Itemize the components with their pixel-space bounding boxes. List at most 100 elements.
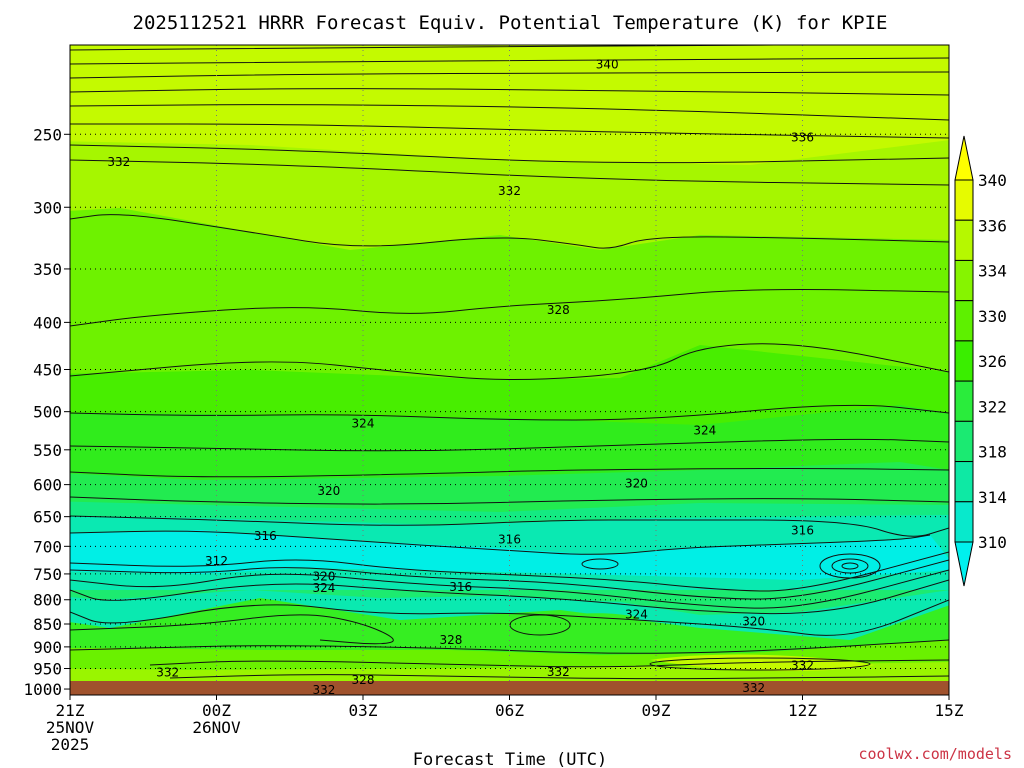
contour-band-10 — [70, 590, 949, 615]
x-axis-label: Forecast Time (UTC) — [413, 750, 607, 768]
y-tick-label-500: 500 — [33, 403, 62, 422]
contour-label-8: 320 — [317, 484, 340, 498]
contour-label-text-3: 332 — [498, 184, 521, 198]
y-tick-label-850: 850 — [33, 615, 62, 634]
contour-label-5: 324 — [352, 416, 375, 430]
x-tick-label-0-3: 2025 — [51, 735, 90, 754]
contour-line-7 — [70, 159, 949, 186]
x-tick-label-0-2: 25NOV — [46, 718, 95, 737]
x-tick-label-6-1: 03Z — [349, 701, 378, 720]
contour-label-9: 316 — [254, 529, 277, 543]
contour-line-3 — [70, 88, 949, 96]
contour-label-17: 320 — [742, 615, 765, 629]
contour-label-text-8: 320 — [317, 484, 340, 498]
contour-line-11 — [70, 404, 949, 421]
y-tick-label-650: 650 — [33, 508, 62, 527]
contour-label-2: 332 — [107, 155, 130, 169]
contour-label-text-1: 336 — [791, 130, 814, 144]
chart-title: 2025112521 HRRR Forecast Equiv. Potentia… — [133, 12, 888, 34]
filled-contour-bands — [70, 45, 949, 695]
colorbar-segment-1 — [954, 179, 974, 221]
contour-label-20: 328 — [352, 673, 375, 687]
closed-contour-surface — [649, 657, 871, 671]
contour-label-text-14: 324 — [312, 581, 335, 595]
ground-surface — [70, 681, 949, 695]
contour-label-text-10: 316 — [498, 532, 521, 546]
y-tick-label-350: 350 — [33, 260, 62, 279]
contour-label-text-4: 328 — [547, 303, 570, 317]
contour-line-23 — [70, 639, 949, 654]
y-tick-label-750: 750 — [33, 565, 62, 584]
y-tick-label-1000: 1000 — [23, 680, 62, 699]
contour-label-3: 332 — [498, 184, 521, 198]
contour-label-text-17: 320 — [742, 615, 765, 629]
contour-label-text-5: 324 — [352, 416, 375, 430]
colorbar-segment-2 — [954, 219, 974, 261]
colorbar-label-330-3: 330 — [978, 307, 1007, 326]
contour-label-22: 332 — [791, 659, 814, 673]
contour-line-1 — [70, 57, 949, 65]
contour-label-text-9: 316 — [254, 529, 277, 543]
colorbar-segment-8 — [954, 461, 974, 503]
contour-line-19 — [70, 569, 949, 609]
x-tick-label-3-2: 26NOV — [192, 718, 241, 737]
contour-line-9 — [70, 289, 949, 327]
contour-label-text-21: 332 — [547, 665, 570, 679]
contour-label-19: 332 — [156, 666, 179, 680]
contour-label-16: 324 — [625, 607, 648, 621]
contour-label-7: 320 — [625, 476, 648, 490]
contour-line-5 — [70, 123, 949, 139]
contour-label-text-23: 332 — [312, 683, 335, 697]
colorbar-label-322-5: 322 — [978, 397, 1007, 416]
y-tick-label-550: 550 — [33, 441, 62, 460]
contour-label-text-6: 324 — [693, 423, 716, 437]
contour-label-23: 332 — [312, 683, 335, 697]
closed-contour-1 — [831, 558, 869, 574]
contour-label-4: 328 — [547, 303, 570, 317]
colorbar: 340 336 334 330 326 322 318 314 310 — [954, 135, 1007, 587]
contour-line-8 — [70, 214, 949, 249]
contour-label-15: 316 — [449, 580, 472, 594]
contour-line-6 — [70, 144, 949, 164]
colorbar-segment-3 — [954, 259, 974, 302]
closed-contour-0 — [819, 553, 881, 579]
contour-line-17 — [70, 551, 949, 592]
colorbar-segment-6 — [954, 380, 974, 422]
contour-line-18 — [70, 559, 949, 600]
contour-label-text-22: 332 — [791, 659, 814, 673]
contour-line-22 — [70, 614, 394, 645]
contour-line-0 — [70, 45, 862, 51]
contour-label-24: 332 — [742, 681, 765, 695]
contour-line-13 — [70, 468, 949, 478]
contour-label-text-7: 320 — [625, 476, 648, 490]
contour-line-15 — [70, 515, 949, 537]
contour-label-1: 336 — [791, 130, 814, 144]
colorbar-top-arrow — [954, 135, 974, 181]
colorbar-label-314-7: 314 — [978, 488, 1007, 507]
y-tick-label-950: 950 — [33, 660, 62, 679]
closed-contour-3 — [581, 558, 619, 570]
credit-text: coolwx.com/models — [858, 745, 1012, 763]
x-tick-label-15-1: 12Z — [788, 701, 817, 720]
y-axis: 250 300 350 400 450 500 550 600 650 700 750 800 850 9… — [23, 125, 70, 699]
y-tick-label-250: 250 — [33, 125, 62, 144]
y-tick-label-300: 300 — [33, 198, 62, 217]
contour-label-text-18: 328 — [439, 633, 462, 647]
x-tick-label-3-1: 00Z — [202, 701, 231, 720]
y-tick-label-900: 900 — [33, 638, 62, 657]
contour-label-text-16: 324 — [625, 607, 648, 621]
x-tick-label-12-1: 09Z — [642, 701, 671, 720]
y-tick-label-800: 800 — [33, 591, 62, 610]
y-tick-label-600: 600 — [33, 476, 62, 495]
contour-label-13: 320 — [312, 570, 335, 584]
contour-line-25 — [169, 674, 949, 680]
contour-label-text-24: 332 — [742, 681, 765, 695]
x-tick-label-0-1: 21Z — [56, 701, 85, 720]
colorbar-segment-5 — [954, 340, 974, 382]
y-tick-label-450: 450 — [33, 361, 62, 380]
y-tick-label-700: 700 — [33, 537, 62, 556]
contour-label-text-0: 340 — [596, 58, 619, 72]
contour-label-14: 324 — [312, 581, 335, 595]
